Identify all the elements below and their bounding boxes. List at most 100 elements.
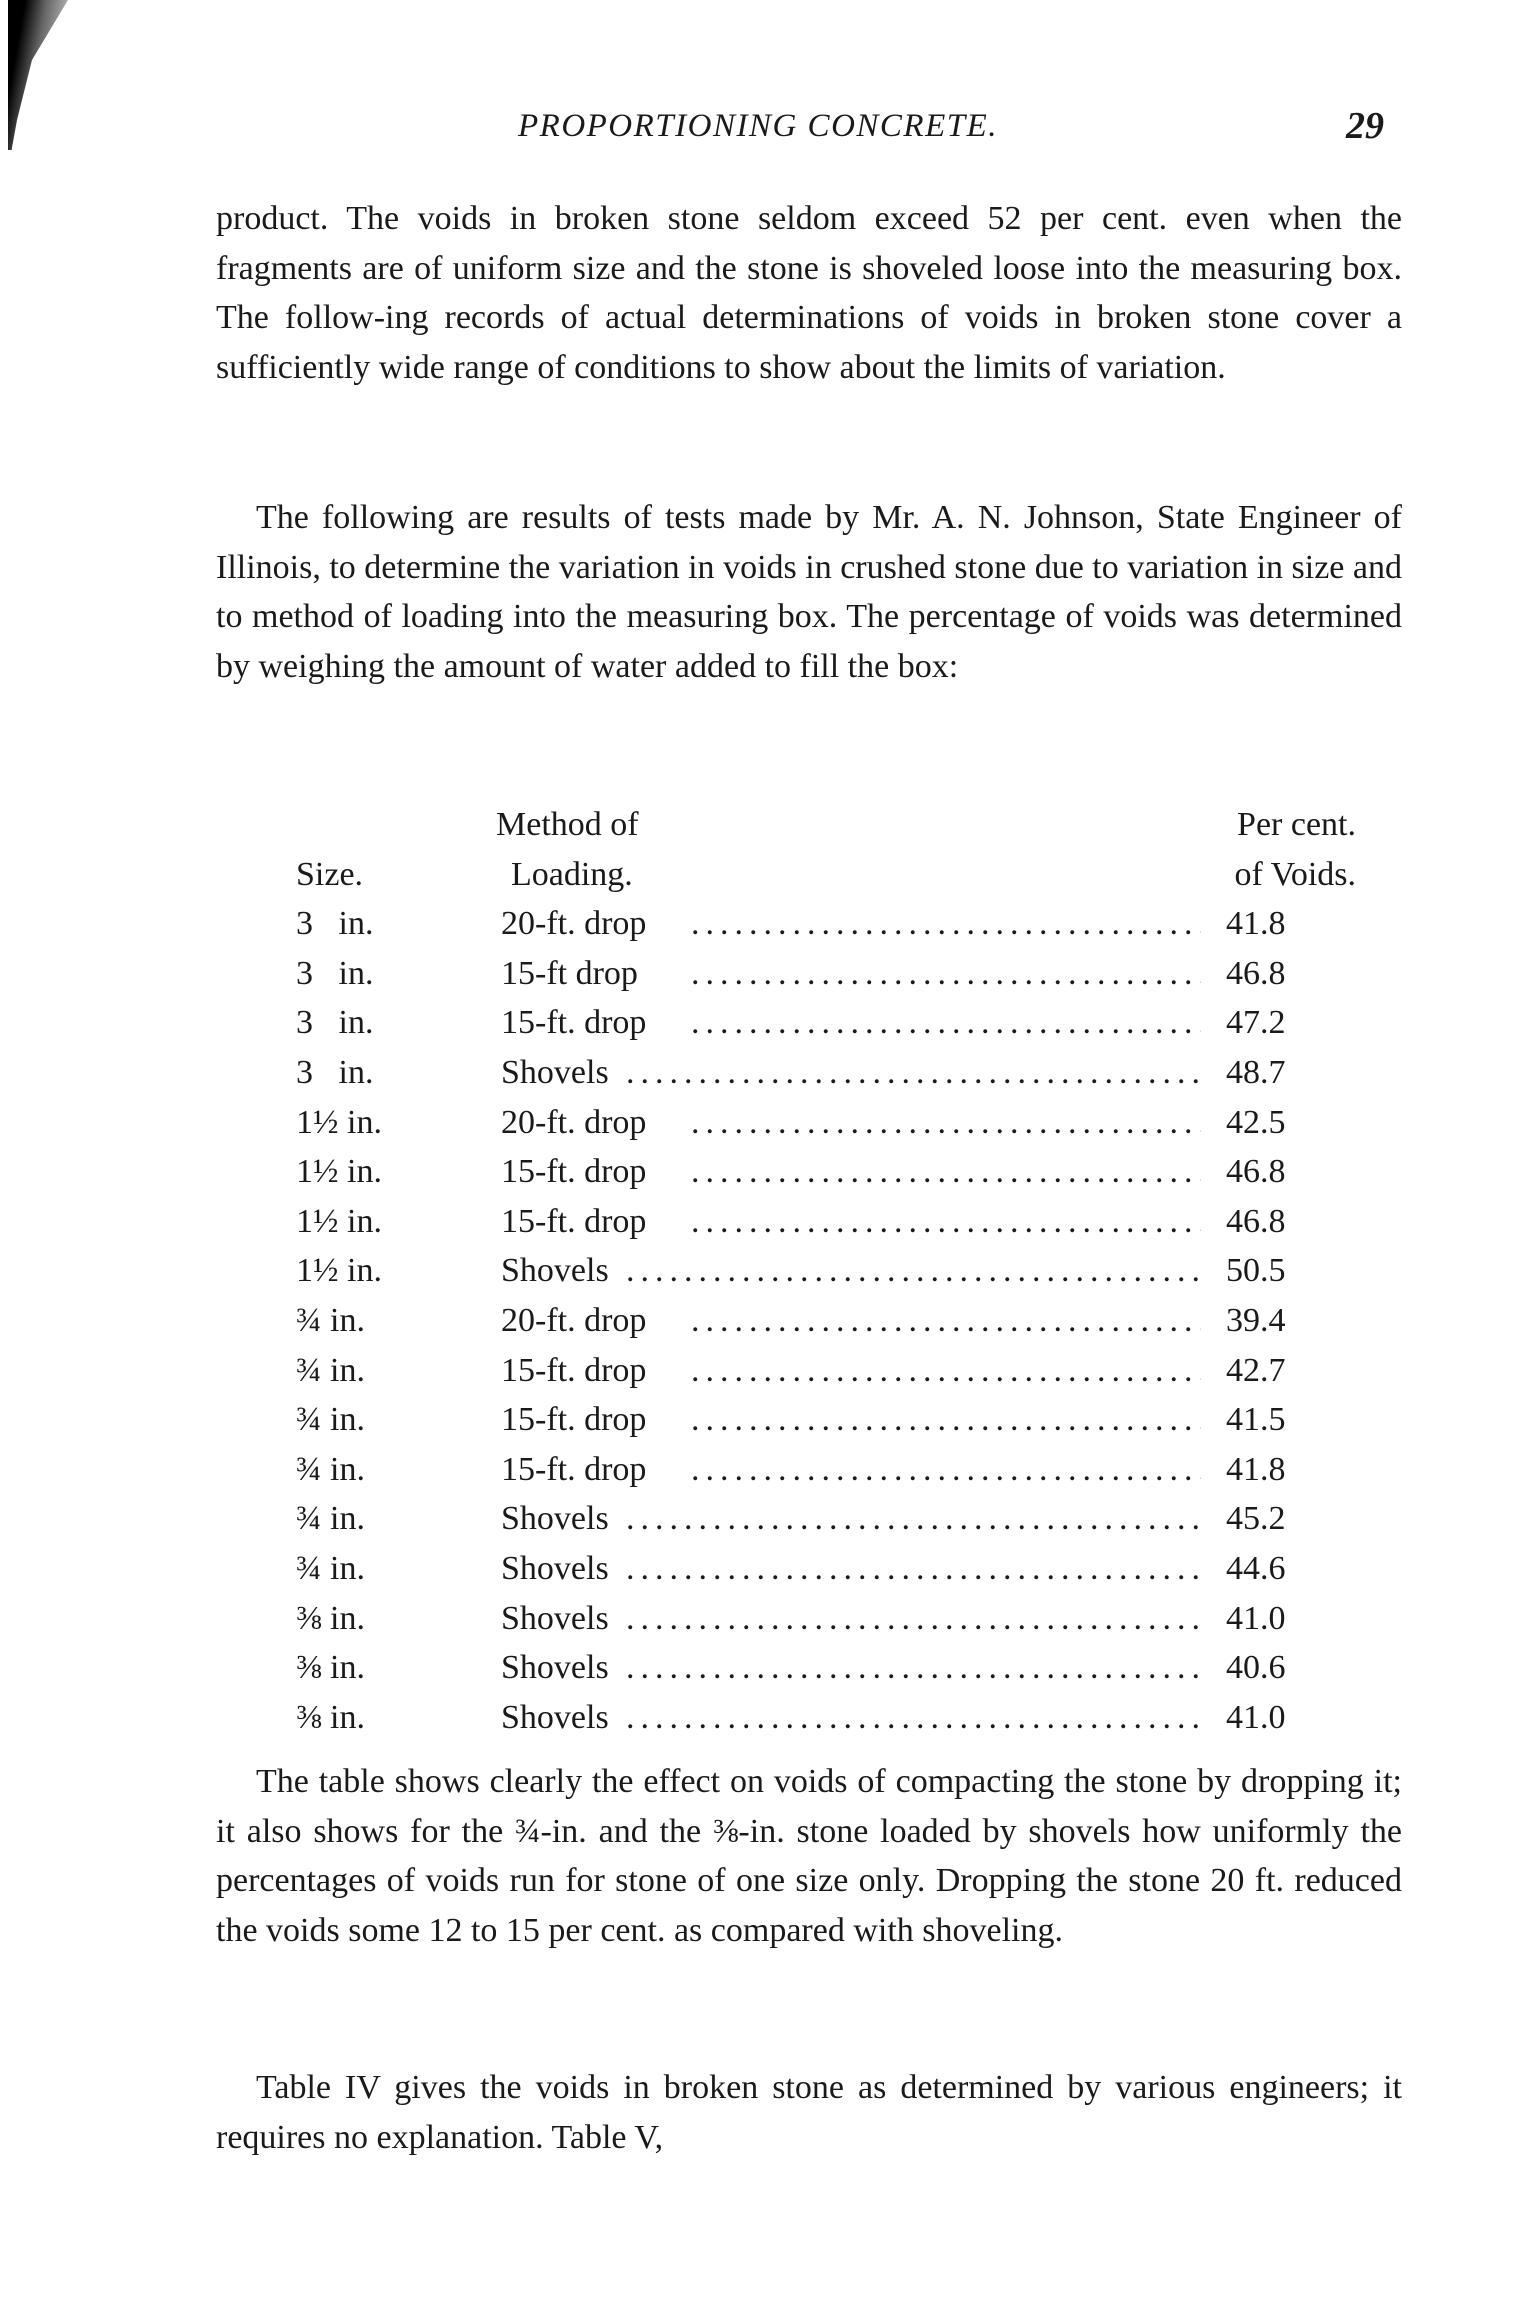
table-row: 3 in. 20-ft. drop 41.8....................…: [296, 899, 1406, 949]
table-row: ¾ in. 20-ft. drop 39.4....................…: [296, 1296, 1406, 1346]
paragraph-4-text: Table IV gives the voids in broken stone…: [216, 2069, 1402, 2156]
header-method-1: Method of: [496, 806, 639, 843]
dot-leader: ........................................…: [691, 1004, 1201, 1042]
dot-leader: ........................................…: [691, 1153, 1201, 1191]
voids-cell: 40.6: [1226, 1649, 1286, 1687]
paragraph-1: product. The voids in broken stone seldo…: [216, 200, 1402, 386]
method-cell: Shovels: [501, 1500, 609, 1538]
method-cell: 15-ft. drop: [501, 1450, 647, 1488]
voids-cell: 45.2: [1226, 1500, 1286, 1538]
dot-leader: ........................................…: [691, 1351, 1201, 1389]
method-cell: 20-ft. drop: [501, 1103, 647, 1141]
table-row: ⅜ in. Shovels 40.6........................…: [296, 1643, 1406, 1693]
dot-leader: ........................................…: [626, 1252, 1201, 1290]
size-cell: 3 in.: [296, 905, 374, 943]
table-row: ¾ in. 15-ft. drop 41.5....................…: [296, 1395, 1406, 1445]
table-row: 1½ in. Shovels 50.5.......................…: [296, 1246, 1406, 1296]
dot-leader: ........................................…: [626, 1698, 1201, 1736]
voids-cell: 41.8: [1226, 905, 1286, 943]
size-cell: ⅜ in.: [296, 1649, 365, 1687]
header-method-2: Loading.: [511, 855, 633, 893]
voids-cell: 50.5: [1226, 1252, 1286, 1290]
size-cell: 1½ in.: [296, 1202, 382, 1240]
size-cell: ¾ in.: [296, 1401, 365, 1439]
method-cell: Shovels: [501, 1252, 609, 1290]
method-cell: Shovels: [501, 1053, 609, 1091]
method-cell: 15-ft. drop: [501, 1202, 647, 1240]
size-cell: ¾ in.: [296, 1549, 365, 1587]
voids-cell: 42.5: [1226, 1103, 1286, 1141]
voids-cell: 42.7: [1226, 1351, 1286, 1389]
size-cell: 3 in.: [296, 954, 374, 992]
method-cell: 15-ft. drop: [501, 1004, 647, 1042]
page-number: 29: [1346, 105, 1384, 147]
size-cell: ¾ in.: [296, 1301, 365, 1339]
table-row: 3 in. 15-ft drop 46.8.....................…: [296, 949, 1406, 999]
table-row: 3 in. 15-ft. drop 47.2....................…: [296, 998, 1406, 1048]
size-cell: ⅜ in.: [296, 1599, 365, 1637]
header-voids-2: of Voids.: [1234, 855, 1356, 893]
dot-leader: ........................................…: [691, 1202, 1201, 1240]
paragraph-3-text: The table shows clearly the effect on vo…: [216, 1763, 1402, 1949]
table-row: ¾ in. 15-ft. drop 42.7....................…: [296, 1346, 1406, 1396]
dot-leader: ........................................…: [691, 1103, 1201, 1141]
table-row: 1½ in. 20-ft. drop 42.5...................…: [296, 1098, 1406, 1148]
size-cell: 1½ in.: [296, 1252, 382, 1290]
voids-cell: 48.7: [1226, 1053, 1286, 1091]
method-cell: Shovels: [501, 1649, 609, 1687]
paragraph-2-text: The following are results of tests made …: [216, 499, 1402, 685]
method-cell: Shovels: [501, 1599, 609, 1637]
voids-cell: 46.8: [1226, 1153, 1286, 1191]
method-cell: Shovels: [501, 1698, 609, 1736]
method-cell: 15-ft. drop: [501, 1153, 647, 1191]
dot-leader: ........................................…: [691, 905, 1201, 943]
dot-leader: ........................................…: [626, 1500, 1201, 1538]
dot-leader: ........................................…: [626, 1053, 1201, 1091]
voids-cell: 39.4: [1226, 1301, 1286, 1339]
running-title: PROPORTIONING CONCRETE.: [518, 108, 998, 144]
table-row: ¾ in. 15-ft. drop 41.8....................…: [296, 1445, 1406, 1495]
voids-table: Method of Per cent. Size. Loading. of Vo…: [296, 800, 1406, 1742]
dot-leader: ........................................…: [691, 1301, 1201, 1339]
method-cell: 20-ft. drop: [501, 1301, 647, 1339]
table-row: 3 in. Shovels 48.7........................…: [296, 1048, 1406, 1098]
size-cell: 1½ in.: [296, 1153, 382, 1191]
voids-cell: 41.0: [1226, 1599, 1286, 1637]
voids-cell: 47.2: [1226, 1004, 1286, 1042]
table-row: 1½ in. 15-ft. drop 46.8...................…: [296, 1197, 1406, 1247]
table-row: ¾ in. Shovels 45.2........................…: [296, 1494, 1406, 1544]
table-row: ¾ in. Shovels 44.6........................…: [296, 1544, 1406, 1594]
size-cell: ⅜ in.: [296, 1698, 365, 1736]
table-header-row-1: Method of Per cent.: [296, 800, 1406, 850]
method-cell: 20-ft. drop: [501, 905, 647, 943]
voids-cell: 46.8: [1226, 1202, 1286, 1240]
voids-cell: 41.8: [1226, 1450, 1286, 1488]
size-cell: ¾ in.: [296, 1450, 365, 1488]
voids-cell: 41.5: [1226, 1401, 1286, 1439]
dot-leader: ........................................…: [691, 954, 1201, 992]
method-cell: 15-ft. drop: [501, 1351, 647, 1389]
paragraph-3: The table shows clearly the effect on vo…: [216, 1757, 1402, 1955]
paragraph-2: The following are results of tests made …: [216, 493, 1402, 691]
method-cell: 15-ft. drop: [501, 1401, 647, 1439]
dot-leader: ........................................…: [691, 1450, 1201, 1488]
table-header-row-2: Size. Loading. of Voids.: [296, 850, 1406, 900]
dot-leader: ........................................…: [691, 1401, 1201, 1439]
voids-cell: 41.0: [1226, 1698, 1286, 1736]
header-size: Size.: [296, 855, 364, 893]
table-row: ⅜ in. Shovels 41.0........................…: [296, 1693, 1406, 1743]
dot-leader: ........................................…: [626, 1549, 1201, 1587]
table-row: 1½ in. 15-ft. drop 46.8...................…: [296, 1147, 1406, 1197]
paragraph-4: Table IV gives the voids in broken stone…: [216, 2063, 1402, 2162]
size-cell: ¾ in.: [296, 1500, 365, 1538]
table-row: ⅜ in. Shovels 41.0........................…: [296, 1594, 1406, 1644]
scan-artifact: [8, 0, 68, 150]
header-voids-1: Per cent.: [1237, 806, 1356, 843]
size-cell: 3 in.: [296, 1053, 374, 1091]
size-cell: 1½ in.: [296, 1103, 382, 1141]
size-cell: ¾ in.: [296, 1351, 365, 1389]
dot-leader: ........................................…: [626, 1599, 1201, 1637]
dot-leader: ........................................…: [626, 1649, 1201, 1687]
size-cell: 3 in.: [296, 1004, 374, 1042]
method-cell: 15-ft drop: [501, 954, 638, 992]
